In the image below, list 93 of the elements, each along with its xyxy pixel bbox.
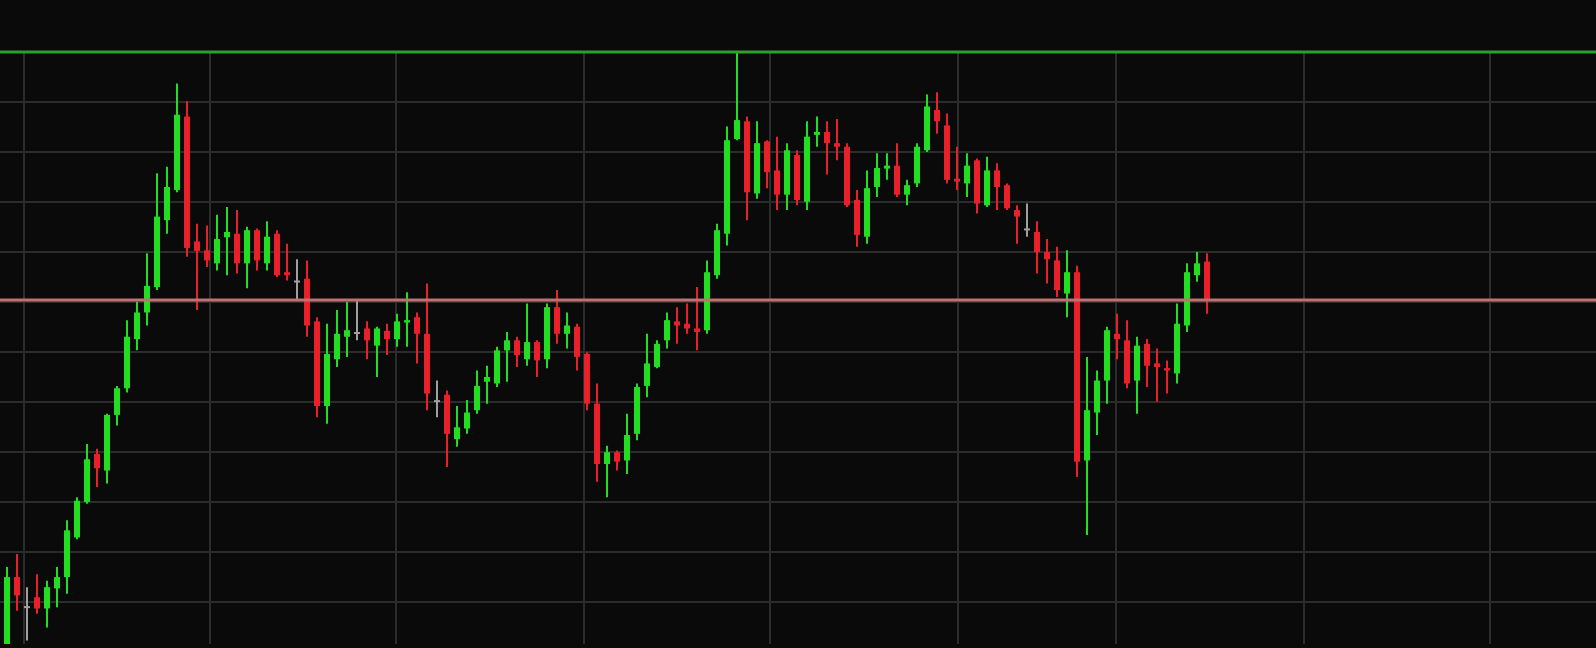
candlestick	[394, 312, 400, 348]
candlestick	[44, 579, 50, 629]
candlestick	[524, 302, 530, 367]
candlestick	[464, 399, 470, 435]
candlestick	[204, 224, 210, 268]
candlestick	[784, 142, 790, 212]
candlestick	[164, 165, 170, 235]
candlestick	[824, 120, 830, 176]
candlestick	[624, 412, 630, 476]
candlestick	[834, 117, 840, 162]
candlestick	[74, 496, 80, 541]
candlestick	[734, 52, 740, 142]
candlestick	[1204, 252, 1210, 315]
candlestick	[94, 447, 100, 489]
candlestick	[294, 258, 300, 302]
candlestick	[984, 155, 990, 209]
candlestick	[954, 145, 960, 191]
candlestick	[534, 339, 540, 379]
candlestick	[264, 220, 270, 272]
candlestick	[514, 335, 520, 368]
candlestick	[414, 311, 420, 365]
candlestick	[1064, 249, 1070, 319]
candlestick	[454, 405, 460, 448]
candlestick	[1154, 347, 1160, 403]
candlestick	[694, 286, 700, 352]
candlestick	[644, 332, 650, 399]
candlestick	[884, 152, 890, 181]
candlestick	[854, 188, 860, 248]
candlestick	[714, 222, 720, 280]
candlestick	[564, 311, 570, 350]
candlestick	[484, 364, 490, 405]
candlestick	[364, 320, 370, 361]
candlestick	[374, 325, 380, 379]
candlestick	[1054, 245, 1060, 299]
candlestick	[1194, 251, 1200, 283]
candlestick	[794, 149, 800, 207]
candlestick	[934, 91, 940, 135]
candlestick	[84, 442, 90, 505]
candlestick	[384, 322, 390, 357]
candlestick	[304, 259, 310, 338]
candlestick	[604, 444, 610, 499]
candlestick	[574, 322, 580, 372]
candlestick	[1114, 312, 1120, 361]
candlestick	[504, 331, 510, 383]
candlestick	[914, 142, 920, 188]
candlestick	[434, 379, 440, 419]
candlestick	[234, 209, 240, 275]
candlestick	[274, 229, 280, 278]
candlestick	[354, 299, 360, 342]
candlestick	[474, 369, 480, 415]
candlestick	[614, 449, 620, 472]
candlestick	[494, 345, 500, 389]
candlestick	[344, 300, 350, 358]
candlestick	[14, 553, 20, 612]
candlestick	[64, 519, 70, 595]
candlestick	[1034, 220, 1040, 275]
candlestick	[244, 225, 250, 290]
candlestick	[664, 311, 670, 350]
candlestick	[1134, 335, 1140, 415]
candlestick	[1004, 182, 1010, 212]
candlestick	[134, 300, 140, 352]
candlestick	[814, 115, 820, 148]
candlestick	[1144, 338, 1150, 389]
candlestick	[214, 213, 220, 272]
candlestick	[554, 288, 560, 345]
candlestick	[1094, 369, 1100, 437]
candlestick	[974, 157, 980, 215]
candlestick	[1124, 319, 1130, 390]
candlestick	[404, 291, 410, 348]
candlestick	[1024, 202, 1030, 238]
candlestick	[674, 306, 680, 345]
candlestick	[114, 384, 120, 427]
candlestick	[774, 135, 780, 212]
candlestick	[34, 573, 40, 615]
candlestick	[194, 222, 200, 312]
candlestick	[924, 93, 930, 154]
candlestick	[284, 242, 290, 282]
candlestick	[764, 139, 770, 190]
candlestick	[904, 178, 910, 207]
candlestick	[1044, 238, 1050, 285]
candlestick	[654, 339, 660, 370]
candlestick	[634, 382, 640, 442]
candlestick	[994, 162, 1000, 212]
candlestick	[224, 206, 230, 277]
candlestick	[444, 389, 450, 468]
candlestick	[874, 152, 880, 199]
candlestick	[964, 152, 970, 199]
candlestick	[1014, 204, 1020, 245]
candlestick	[24, 586, 30, 642]
candlestick	[334, 309, 340, 368]
candlestick	[54, 566, 60, 609]
candlestick	[894, 142, 900, 199]
candlestick	[254, 227, 260, 272]
